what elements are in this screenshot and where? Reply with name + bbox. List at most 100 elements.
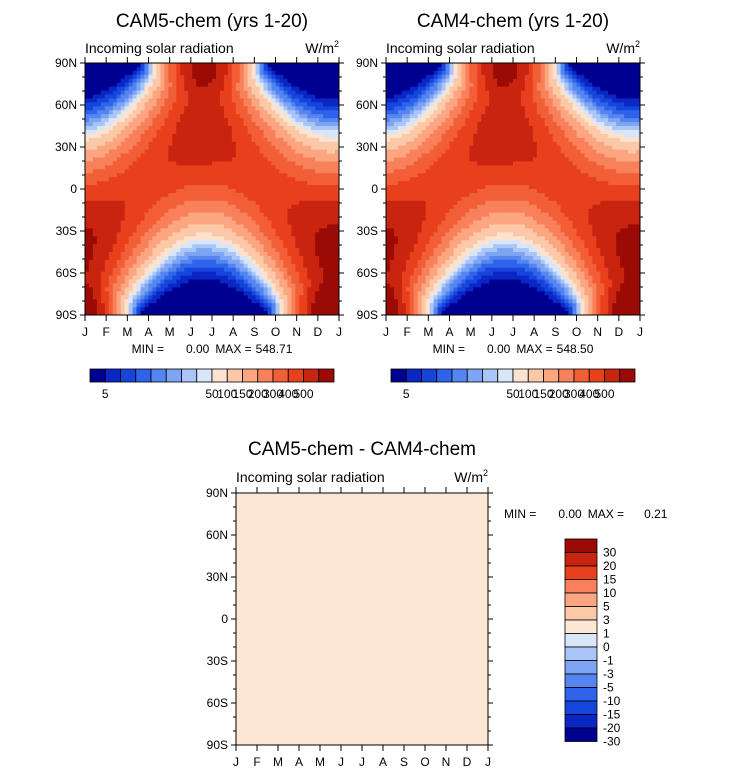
heat-cell <box>128 118 134 123</box>
heat-cell <box>184 200 189 206</box>
heat-cell <box>208 94 213 100</box>
heat-cell <box>219 133 225 139</box>
heat-cell <box>180 169 185 174</box>
heat-cell <box>96 220 102 226</box>
heat-cell <box>176 263 181 269</box>
heat-cell <box>92 110 98 115</box>
heat-cell <box>315 196 320 202</box>
heat-cell <box>295 279 300 285</box>
heat-cell <box>295 275 300 281</box>
heat-cell <box>160 212 165 218</box>
heat-cell <box>156 161 162 166</box>
heat-cell <box>393 220 399 226</box>
heat-cell <box>136 90 142 96</box>
heat-cell <box>401 157 407 163</box>
heat-cell <box>315 244 320 249</box>
heat-cell <box>271 212 277 218</box>
heat-cell <box>88 189 94 194</box>
heat-cell <box>204 90 209 96</box>
heat-cell <box>120 212 126 218</box>
heat-cell <box>231 224 237 229</box>
heat-cell <box>188 137 193 143</box>
heat-cell <box>184 232 189 237</box>
heat-cell <box>315 224 320 229</box>
heat-cell <box>208 137 213 143</box>
heat-cell <box>156 255 162 261</box>
heat-cell <box>140 137 146 143</box>
heat-cell <box>132 157 138 163</box>
heat-cell <box>196 252 201 257</box>
heat-cell <box>331 263 336 269</box>
heat-cell <box>128 216 134 222</box>
heat-cell <box>223 153 229 159</box>
heat-cell <box>184 173 189 178</box>
heat-cell <box>85 263 90 269</box>
heat-cell <box>307 204 312 210</box>
heat-cell <box>144 114 150 119</box>
heat-cell <box>116 141 122 147</box>
heat-cell <box>92 165 98 170</box>
heat-cell <box>200 126 205 131</box>
heat-cell <box>231 189 237 194</box>
heat-cell <box>212 271 217 277</box>
heat-cell <box>319 255 324 261</box>
heat-cell <box>323 240 328 245</box>
heat-cell <box>271 283 277 289</box>
heat-cell <box>219 192 225 198</box>
heat-cell <box>212 275 217 281</box>
heat-cell <box>429 255 435 261</box>
heat-cell <box>120 283 126 289</box>
heat-cell <box>239 244 245 249</box>
heat-cell <box>112 110 118 115</box>
heat-cell <box>307 232 312 237</box>
colorbar-swatch <box>226 368 243 383</box>
heat-cell <box>204 141 209 147</box>
heat-cell <box>156 283 162 289</box>
heat-cell <box>279 169 285 174</box>
heat-cell <box>88 66 94 72</box>
heat-cell <box>271 74 277 80</box>
heat-cell <box>96 303 102 308</box>
heat-cell <box>96 161 102 166</box>
heat-cell <box>267 126 273 131</box>
heat-cell <box>144 102 150 107</box>
heat-cell <box>168 224 173 229</box>
heat-cell <box>307 275 312 281</box>
heat-cell <box>323 63 328 68</box>
heat-cell <box>259 157 265 163</box>
heat-cell <box>263 185 269 190</box>
heat-cell <box>409 189 415 194</box>
heat-cell <box>389 181 395 186</box>
heat-cell <box>267 141 273 147</box>
heat-cell <box>401 165 407 170</box>
heat-cell <box>271 295 277 300</box>
heat-cell <box>287 236 292 241</box>
heat-cell <box>196 240 201 245</box>
heat-cell <box>279 149 285 155</box>
heat-cell <box>386 244 391 249</box>
heat-cell <box>243 122 249 127</box>
heat-cell <box>243 86 249 92</box>
heat-cell <box>144 255 150 261</box>
heat-cell <box>307 263 312 269</box>
heat-cell <box>168 133 173 139</box>
heat-cell <box>116 63 122 68</box>
heat-cell <box>331 299 336 304</box>
heat-cell <box>243 244 249 249</box>
heat-cell <box>417 200 423 206</box>
heat-cell <box>212 153 217 159</box>
heat-cell <box>108 208 114 214</box>
heat-cell <box>429 263 435 269</box>
heat-cell <box>152 90 158 96</box>
heat-cell <box>219 200 225 206</box>
y-tick-label: 30S <box>56 224 77 238</box>
heat-cell <box>168 114 173 119</box>
heat-cell <box>100 149 106 155</box>
heat-cell <box>251 303 257 308</box>
heat-cell <box>255 255 261 261</box>
heat-cell <box>389 311 395 315</box>
heat-cell <box>429 133 435 139</box>
heat-cell <box>92 311 98 315</box>
heat-cell <box>144 236 150 241</box>
heat-cell <box>148 240 154 245</box>
